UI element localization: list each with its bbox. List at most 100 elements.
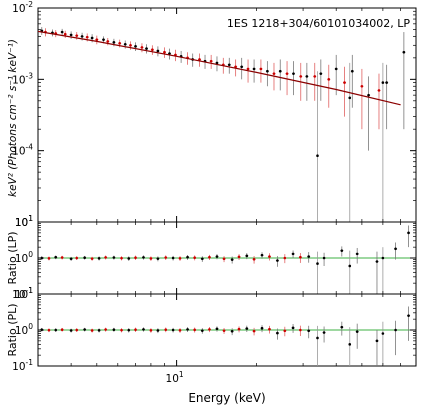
data-point bbox=[149, 257, 153, 260]
data-point bbox=[47, 328, 51, 332]
data-point bbox=[200, 257, 204, 261]
data-point bbox=[151, 48, 154, 52]
ratio-lp-panel: 10-1 100 101 Ratio (LP) bbox=[6, 214, 417, 301]
data-point bbox=[227, 63, 231, 67]
data-point bbox=[313, 75, 317, 78]
data-point bbox=[60, 328, 64, 331]
data-point bbox=[215, 255, 219, 258]
data-point bbox=[54, 255, 58, 259]
data-point bbox=[252, 67, 256, 71]
y-tick-label: 100 bbox=[15, 322, 33, 337]
spectrum-annotation: 1ES 1218+304/60101034002, LP bbox=[227, 17, 410, 30]
data-point bbox=[75, 256, 79, 260]
data-point bbox=[80, 35, 84, 38]
data-point bbox=[283, 329, 287, 333]
data-point bbox=[240, 65, 243, 69]
data-point bbox=[340, 249, 344, 252]
data-point bbox=[164, 328, 168, 331]
data-point bbox=[355, 330, 359, 333]
data-point bbox=[145, 47, 148, 50]
data-point bbox=[104, 256, 107, 259]
data-point bbox=[171, 256, 175, 260]
spectrum-ticks: 101 10-4 10-3 10-2 bbox=[12, 0, 417, 229]
outlier-point bbox=[381, 332, 385, 335]
data-point bbox=[407, 231, 410, 235]
data-point bbox=[394, 247, 397, 251]
data-point bbox=[375, 260, 379, 263]
data-point bbox=[367, 93, 370, 97]
data-point bbox=[178, 257, 182, 260]
data-point bbox=[54, 328, 58, 332]
data-point bbox=[142, 328, 145, 331]
data-point bbox=[276, 259, 279, 262]
data-point bbox=[307, 255, 310, 258]
data-point bbox=[123, 42, 127, 46]
data-point bbox=[394, 328, 397, 332]
data-point bbox=[134, 45, 137, 48]
data-point bbox=[305, 75, 309, 78]
data-point bbox=[245, 327, 249, 330]
y-tick-label: 10-3 bbox=[12, 71, 33, 86]
data-point bbox=[97, 257, 101, 260]
spectrum-ylabel: keV² (Photons cm⁻² s⁻¹ keV⁻¹) bbox=[7, 39, 19, 197]
data-point bbox=[193, 256, 196, 259]
data-point bbox=[340, 325, 344, 329]
data-point bbox=[127, 257, 131, 260]
data-point bbox=[208, 328, 211, 331]
data-point bbox=[375, 339, 379, 343]
data-point bbox=[322, 331, 326, 334]
data-point bbox=[283, 256, 287, 260]
data-point bbox=[260, 326, 264, 330]
data-point bbox=[222, 257, 226, 261]
data-point bbox=[215, 61, 219, 65]
data-point bbox=[83, 256, 86, 259]
outlier-point bbox=[381, 81, 385, 84]
data-point bbox=[377, 89, 381, 92]
data-point bbox=[407, 314, 410, 317]
ratio-lp-plot-area bbox=[38, 225, 416, 294]
data-point bbox=[291, 252, 295, 256]
data-point bbox=[260, 253, 264, 257]
data-point bbox=[83, 328, 86, 331]
outlier-point bbox=[348, 343, 352, 346]
data-point bbox=[237, 255, 241, 259]
y-tick-label: 101 bbox=[15, 214, 33, 229]
data-point bbox=[186, 328, 189, 331]
y-tick-label: 10-1 bbox=[12, 358, 33, 373]
data-point bbox=[186, 255, 189, 259]
data-point bbox=[134, 328, 137, 331]
data-point bbox=[234, 65, 237, 69]
data-point bbox=[334, 67, 338, 71]
data-point bbox=[164, 256, 168, 259]
data-point bbox=[252, 329, 256, 333]
data-point bbox=[322, 256, 326, 260]
data-point bbox=[112, 328, 116, 331]
data-point bbox=[60, 256, 64, 259]
data-point bbox=[327, 78, 331, 81]
data-point bbox=[276, 331, 279, 335]
data-point bbox=[75, 34, 79, 37]
ratio-lp-ylabel: Ratio (LP) bbox=[6, 231, 19, 284]
y-tick-label: 100 bbox=[15, 250, 33, 265]
data-point bbox=[85, 35, 89, 39]
data-point bbox=[245, 254, 249, 258]
data-point bbox=[69, 257, 73, 261]
model-curve bbox=[37, 30, 401, 106]
y-tick-label: 10-2 bbox=[12, 0, 33, 15]
data-point bbox=[307, 329, 310, 333]
data-point bbox=[171, 328, 175, 332]
data-point bbox=[47, 257, 51, 260]
data-point bbox=[106, 40, 110, 43]
x-axis-label: Energy (keV) bbox=[188, 391, 265, 405]
y-tick-label: 101 bbox=[15, 286, 33, 301]
ratio-lp-ticks: 10-1 100 101 bbox=[12, 214, 417, 301]
data-point bbox=[319, 72, 323, 75]
data-point bbox=[178, 329, 182, 332]
data-point bbox=[97, 329, 101, 332]
data-point bbox=[198, 58, 201, 61]
x-tick-label: 101 bbox=[166, 370, 184, 385]
ratio-pl-ylabel: Ratio (PL) bbox=[6, 303, 19, 356]
data-point bbox=[291, 326, 295, 330]
